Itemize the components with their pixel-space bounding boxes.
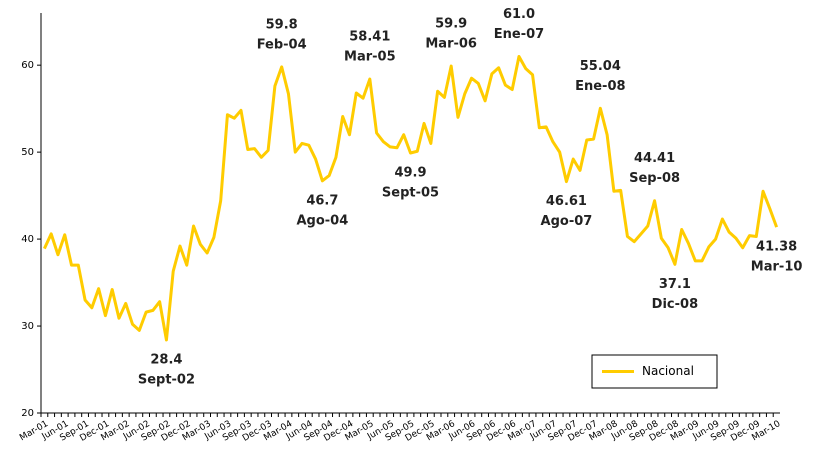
y-tick-label: 30 — [21, 321, 34, 332]
annotation-label: Mar-10 — [751, 260, 803, 275]
annotation-value: 41.38 — [756, 240, 797, 255]
series-line — [43, 54, 779, 342]
annotation-value: 58.41 — [349, 30, 390, 45]
annotation-label: Ene-08 — [575, 79, 625, 94]
y-tick-label: 40 — [21, 234, 34, 245]
annotation-value: 46.7 — [306, 193, 338, 208]
legend-label: Nacional — [642, 364, 694, 378]
y-tick-label: 50 — [21, 147, 34, 158]
annotation-label: Mar-05 — [344, 50, 396, 65]
annotation-value: 44.41 — [634, 151, 675, 166]
y-tick-label: 60 — [21, 60, 34, 71]
annotation-label: Mar-06 — [425, 37, 477, 52]
annotation-label: Ago-07 — [541, 214, 593, 229]
annotation-value: 49.9 — [394, 166, 426, 181]
annotation-value: 28.4 — [150, 352, 182, 367]
annotation-label: Sept-05 — [382, 186, 439, 201]
annotation-value: 59.9 — [435, 17, 467, 32]
annotation-label: Ene-07 — [494, 27, 544, 42]
annotation-label: Ago-04 — [296, 213, 348, 228]
annotation-label: Feb-04 — [257, 37, 307, 52]
annotation-value: 59.8 — [266, 17, 298, 32]
annotation-value: 46.61 — [546, 194, 587, 209]
annotation-label: Sept-02 — [138, 372, 195, 387]
annotation-label: Sep-08 — [629, 171, 680, 186]
annotation-label: Dic-08 — [652, 297, 698, 312]
annotation-value: 61.0 — [503, 7, 535, 22]
annotation-value: 55.04 — [580, 59, 621, 74]
y-tick-label: 20 — [21, 408, 34, 419]
annotation-value: 37.1 — [659, 277, 691, 292]
